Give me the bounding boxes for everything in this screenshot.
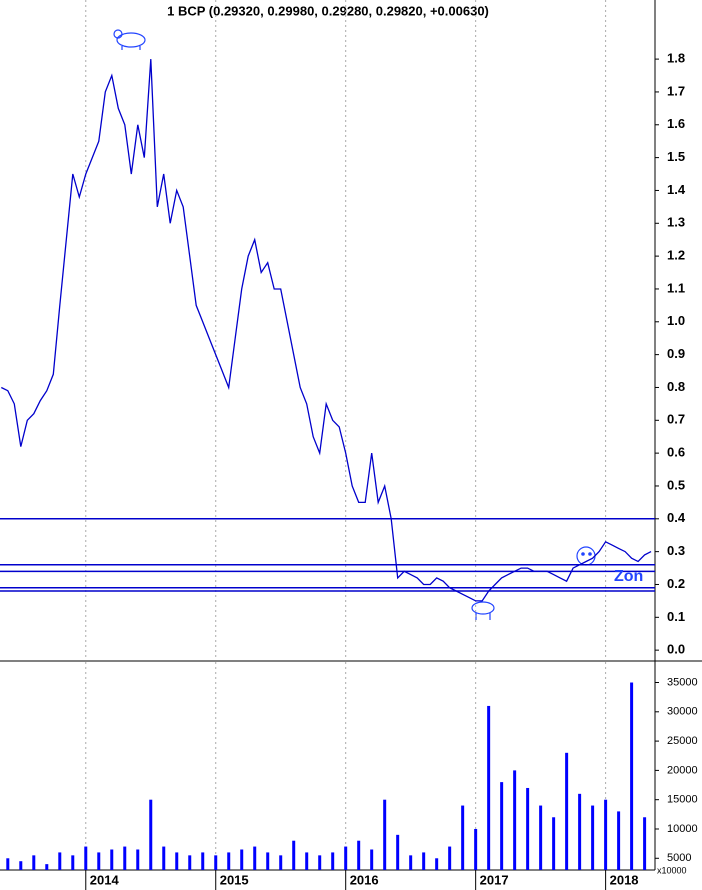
volume-bar: [539, 805, 543, 870]
volume-bar: [422, 852, 426, 870]
volume-bar: [331, 852, 335, 870]
volume-bar: [526, 787, 530, 870]
y-tick-label: 5000: [667, 852, 691, 864]
y-tick-label: 1.8: [667, 51, 685, 66]
annotation: Zon: [614, 568, 643, 585]
volume-bar: [266, 852, 270, 870]
volume-bar: [396, 834, 400, 870]
volume-bar: [227, 852, 231, 870]
y-tick-label: 0.5: [667, 477, 685, 492]
volume-bar: [84, 846, 88, 870]
volume-bar: [45, 864, 49, 870]
volume-bar: [71, 855, 75, 870]
volume-bar: [617, 811, 621, 870]
volume-bar: [214, 855, 218, 870]
y-tick-label: 30000: [667, 706, 698, 718]
volume-bar: [19, 861, 23, 870]
y-tick-label: 0.4: [667, 510, 686, 525]
y-tick-label: 1.2: [667, 248, 685, 263]
volume-bar: [383, 799, 387, 870]
volume-bar: [591, 805, 595, 870]
volume-bar: [409, 855, 413, 870]
y-tick-label: 0.6: [667, 445, 685, 460]
y-tick-label: 0.9: [667, 346, 685, 361]
y-tick-label: 1.0: [667, 313, 685, 328]
volume-bar: [6, 858, 10, 870]
volume-bar: [357, 840, 361, 870]
volume-bar: [305, 852, 309, 870]
y-tick-label: 25000: [667, 735, 698, 747]
y-tick-label: 1.1: [667, 280, 685, 295]
y-tick-label: 1.3: [667, 215, 685, 230]
volume-bar: [513, 770, 517, 870]
volume-bar: [149, 799, 153, 870]
y-tick-label: 1.6: [667, 116, 685, 131]
y-tick-label: 1.4: [667, 182, 686, 197]
annotation: x10000: [657, 865, 687, 875]
volume-bar: [253, 846, 257, 870]
volume-bar: [552, 817, 556, 870]
volume-bar: [474, 828, 478, 870]
volume-bar: [604, 799, 608, 870]
volume-bar: [58, 852, 62, 870]
bear-icon: [113, 29, 146, 50]
volume-bar: [175, 852, 179, 870]
volume-bar: [487, 705, 491, 870]
volume-bar: [630, 682, 634, 870]
chart-title: 1 BCP (0.29320, 0.29980, 0.29280, 0.2982…: [167, 3, 489, 18]
x-tick-label: 2015: [220, 872, 249, 887]
volume-bar: [461, 805, 465, 870]
volume-bar: [279, 855, 283, 870]
y-tick-label: 0.1: [667, 609, 685, 624]
y-tick-label: 0.7: [667, 412, 685, 427]
y-tick-label: 0.2: [667, 576, 685, 591]
x-tick-label: 2017: [480, 872, 509, 887]
volume-bar: [32, 855, 36, 870]
volume-bar: [318, 855, 322, 870]
volume-bar: [643, 817, 647, 870]
y-tick-label: 35000: [667, 676, 698, 688]
x-tick-label: 2016: [350, 872, 379, 887]
y-tick-label: 15000: [667, 794, 698, 806]
price-line: [1, 59, 652, 602]
volume-bar: [344, 846, 348, 870]
volume-bar: [292, 840, 296, 870]
y-tick-label: 10000: [667, 823, 698, 835]
volume-bar: [448, 846, 452, 870]
y-tick-label: 1.5: [667, 149, 685, 164]
volume-bar: [123, 846, 127, 870]
volume-bar: [500, 782, 504, 870]
volume-bar: [240, 849, 244, 870]
volume-bar: [201, 852, 205, 870]
volume-bar: [97, 852, 101, 870]
volume-bar: [370, 849, 374, 870]
x-tick-label: 2014: [90, 872, 120, 887]
y-tick-label: 1.7: [667, 83, 685, 98]
volume-bar: [162, 846, 166, 870]
volume-bar: [188, 855, 192, 870]
volume-bar: [565, 752, 569, 870]
x-tick-label: 2018: [610, 872, 639, 887]
volume-bar: [136, 849, 140, 870]
y-tick-label: 0.3: [667, 543, 685, 558]
y-tick-label: 0.0: [667, 642, 685, 657]
y-tick-label: 0.8: [667, 379, 685, 394]
volume-bar: [578, 793, 582, 870]
volume-bar: [110, 849, 114, 870]
y-tick-label: 20000: [667, 764, 698, 776]
volume-bar: [435, 858, 439, 870]
